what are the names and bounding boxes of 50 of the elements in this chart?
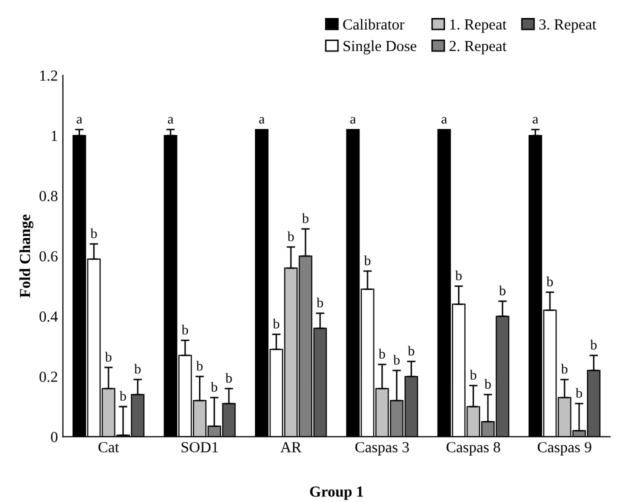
y-tick-label: 0.6 <box>40 251 58 262</box>
data-label: b <box>561 364 568 374</box>
data-label: b <box>364 255 370 266</box>
data-label: a <box>350 117 356 124</box>
x-tick-label: AR <box>280 442 302 452</box>
y-axis-title: Fold Change <box>19 214 34 298</box>
x-tick-label: Cat <box>98 442 120 452</box>
data-label: a <box>168 117 174 124</box>
data-label: b <box>182 324 188 335</box>
legend-label: Calibrator <box>343 18 404 30</box>
data-label: b <box>302 213 308 224</box>
x-tick-label: Caspas 3 <box>355 442 409 456</box>
y-tick-label: 0.4 <box>40 311 58 322</box>
legend-label: 3. Repeat <box>539 19 596 33</box>
data-label: b <box>499 286 506 296</box>
data-label: a <box>532 117 538 124</box>
data-label: b <box>455 270 462 280</box>
data-label: b <box>576 388 582 398</box>
data-label: b <box>272 318 280 328</box>
x-axis-title: Group 1 <box>310 486 363 500</box>
data-label: b <box>287 231 294 242</box>
legend-label: Single Dose <box>344 40 416 54</box>
x-tick-label: Caspas 8 <box>446 442 500 456</box>
data-label: a <box>442 117 448 124</box>
y-tick-label: 1 <box>52 130 58 141</box>
x-tick-label: SOD1 <box>182 442 218 452</box>
data-label: b <box>316 298 324 308</box>
data-label: b <box>225 372 232 383</box>
data-label: b <box>90 228 97 238</box>
y-tick-label: 0.8 <box>40 190 58 202</box>
legend-label: 1. Repeat <box>450 19 507 33</box>
data-label: a <box>259 117 265 124</box>
data-label: b <box>120 391 126 401</box>
data-label: b <box>393 354 400 365</box>
legend-label: 2. Repeat <box>450 40 507 54</box>
data-label: b <box>105 352 112 362</box>
data-label: b <box>590 340 597 350</box>
data-label: b <box>134 364 141 374</box>
data-label: b <box>546 276 553 286</box>
y-tick-label: 1.2 <box>40 70 58 81</box>
data-label: b <box>196 360 203 371</box>
data-label: b <box>484 378 491 389</box>
data-label: b <box>210 382 218 392</box>
data-label: b <box>470 370 476 380</box>
data-label: a <box>76 117 82 124</box>
y-tick-label: 0 <box>50 432 58 442</box>
y-tick-label: 0.2 <box>40 372 58 382</box>
data-label: b <box>378 348 386 359</box>
data-label: b <box>408 346 414 356</box>
x-tick-label: Caspas 9 <box>538 442 592 456</box>
